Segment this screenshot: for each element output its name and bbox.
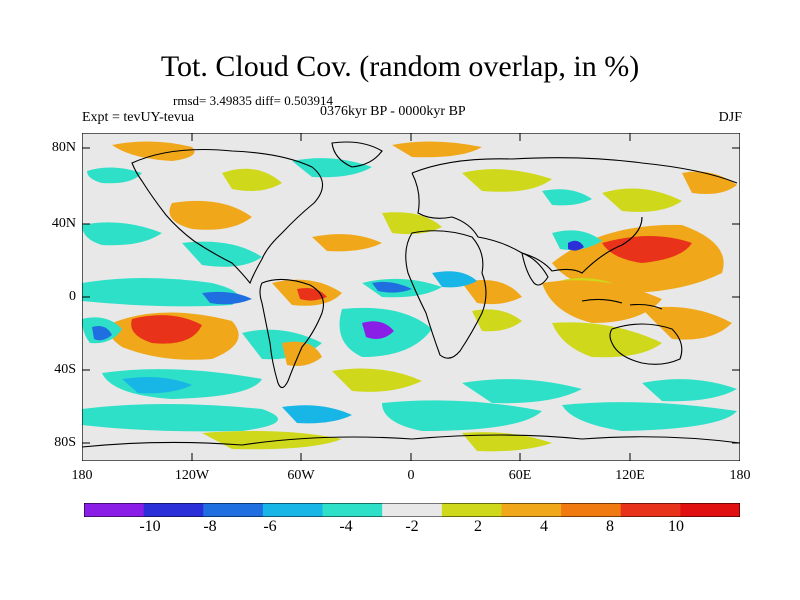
lat-tick-label: 80S xyxy=(54,435,76,450)
anomaly-patch xyxy=(332,368,422,392)
colorbar-swatch xyxy=(322,503,383,517)
colorbar-swatch xyxy=(501,503,562,517)
colorbar-swatch xyxy=(84,503,145,517)
lon-tick-label: 120W xyxy=(174,468,210,483)
lon-tick-label: 180 xyxy=(71,468,93,483)
colorbar-label: -4 xyxy=(339,518,353,535)
anomaly-patch xyxy=(568,240,584,251)
colorbar-swatch xyxy=(620,503,681,517)
colorbar-label: -2 xyxy=(405,518,419,535)
cloud-cover-map xyxy=(82,133,740,461)
anomaly-patch xyxy=(202,291,252,305)
anomaly-patch xyxy=(82,404,278,432)
anomaly-patch xyxy=(542,280,662,323)
anomaly-patch xyxy=(87,167,142,184)
lat-tick-label: 40N xyxy=(51,216,76,231)
colorbar-swatch xyxy=(561,503,622,517)
anomaly-patches xyxy=(82,141,737,452)
anomaly-patch xyxy=(462,432,552,452)
anomaly-patch xyxy=(297,288,327,301)
anomaly-patch xyxy=(602,188,682,212)
australia-outline xyxy=(609,323,683,365)
anomaly-patch xyxy=(362,321,394,339)
anomaly-patch xyxy=(462,169,552,192)
colorbar-swatch xyxy=(143,503,204,517)
colorbar-label: 2 xyxy=(474,518,482,535)
anomaly-patch xyxy=(392,141,482,158)
anomaly-patch xyxy=(92,326,112,341)
anomaly-patch xyxy=(169,200,252,230)
lon-tick-label: 60W xyxy=(287,468,315,483)
coastlines xyxy=(82,141,740,448)
anomaly-patch xyxy=(462,280,522,305)
anomaly-patch xyxy=(382,400,542,431)
lon-tick-label: 120E xyxy=(615,468,645,483)
lat-tick-label: 40S xyxy=(54,362,76,377)
anomaly-patch xyxy=(312,234,382,252)
antarctica-outline xyxy=(82,434,740,448)
colorbar-swatch xyxy=(680,503,740,517)
anomaly-patch xyxy=(131,315,202,344)
anomaly-patch xyxy=(642,379,737,402)
india-outline xyxy=(521,252,549,286)
anomaly-patch xyxy=(642,306,732,340)
period-label: 0376kyr BP - 0000kyr BP xyxy=(320,104,466,119)
colorbar-label: -6 xyxy=(263,518,277,535)
anomaly-patch xyxy=(82,222,162,246)
colorbar-label: 8 xyxy=(606,518,614,535)
axis-ticks xyxy=(82,133,740,461)
anomaly-patch xyxy=(462,379,582,404)
south-america-outline xyxy=(259,278,325,389)
lon-tick-label: 180 xyxy=(729,468,751,483)
rmsd-diff-stats: rmsd= 3.49835 diff= 0.503914 xyxy=(173,93,333,108)
colorbar-swatch xyxy=(382,503,443,517)
anomaly-patch xyxy=(682,171,737,194)
anomaly-patch xyxy=(432,271,477,288)
anomaly-patch xyxy=(282,341,322,366)
indonesia-outline xyxy=(581,298,663,310)
anomaly-patch xyxy=(552,322,662,358)
colorbar-label: 4 xyxy=(540,518,548,535)
lat-tick-label: 0 xyxy=(69,289,76,304)
anomaly-patch xyxy=(562,402,737,431)
colorbar-swatch xyxy=(441,503,502,517)
greenland-outline xyxy=(331,141,383,168)
anomaly-patch xyxy=(542,189,592,206)
experiment-label: Expt = tevUY-tevua xyxy=(82,110,195,125)
anomaly-patch xyxy=(382,212,442,235)
anomaly-patch xyxy=(182,241,262,267)
anomaly-patch xyxy=(282,405,352,424)
colorbar xyxy=(84,503,740,517)
colorbar-label: -8 xyxy=(203,518,217,535)
lon-tick-label: 0 xyxy=(407,468,415,483)
lat-tick-label: 80N xyxy=(51,140,76,155)
lon-tick-label: 60E xyxy=(508,468,532,483)
colorbar-swatch xyxy=(262,503,324,517)
anomaly-patch xyxy=(122,377,192,394)
colorbar-swatch xyxy=(203,503,264,517)
anomaly-patch xyxy=(372,281,412,293)
anomaly-patch xyxy=(472,309,522,332)
anomaly-patch xyxy=(222,168,282,191)
season-label: DJF xyxy=(718,110,742,125)
colorbar-label: 10 xyxy=(668,518,684,535)
anomaly-patch xyxy=(292,158,372,178)
anomaly-patch xyxy=(82,278,239,307)
anomaly-patch xyxy=(602,236,692,263)
africa-outline xyxy=(405,230,487,359)
anomaly-patch xyxy=(552,230,602,250)
north-america-outline xyxy=(131,148,324,285)
anomaly-patch xyxy=(112,141,195,161)
colorbar-label: -10 xyxy=(139,518,161,535)
plot-title: Tot. Cloud Cov. (random overlap, in %) xyxy=(160,50,640,83)
